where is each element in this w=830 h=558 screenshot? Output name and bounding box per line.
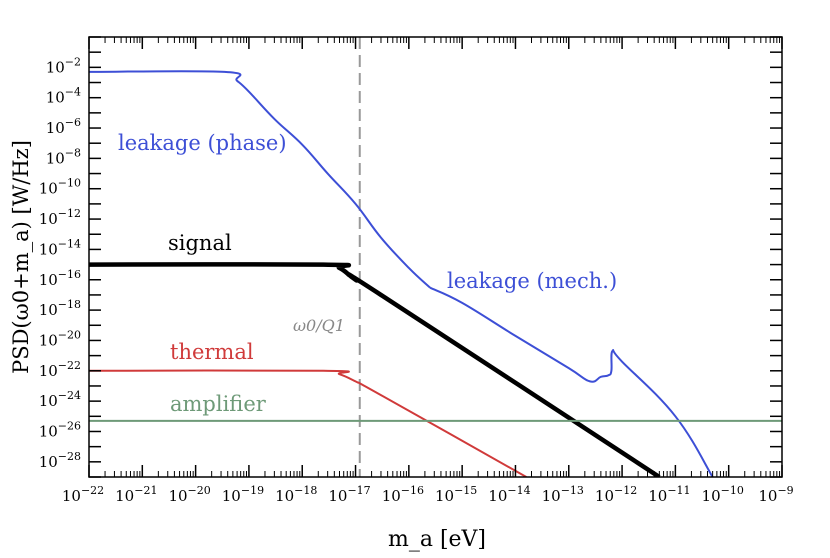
- x-tick-label: 10−19: [222, 484, 264, 505]
- annotation-leakage-mech: leakage (mech.): [447, 269, 617, 293]
- y-tick-label: 10−8: [46, 146, 81, 167]
- y-tick-label: 10−6: [46, 116, 81, 137]
- y-tick-label: 10−18: [39, 298, 81, 319]
- series-leakage-mech: [429, 286, 714, 477]
- x-tick-label: 10−17: [328, 484, 370, 505]
- x-tick-label: 10−12: [595, 484, 637, 505]
- y-tick-label: 10−28: [39, 450, 81, 471]
- plot-frame: [88, 36, 783, 478]
- x-tick-label: 10−18: [275, 484, 317, 505]
- y-tick-label: 10−24: [39, 389, 81, 410]
- y-tick-label: 10−2: [46, 55, 81, 76]
- x-tick-label: 10−14: [488, 484, 530, 505]
- y-tick-label: 10−22: [39, 359, 81, 380]
- x-tick-label: 10−9: [758, 484, 793, 505]
- annotation-signal: signal: [168, 231, 232, 255]
- x-tick-label: 10−20: [168, 484, 210, 505]
- x-tick-label: 10−16: [382, 484, 424, 505]
- annotation-thermal: thermal: [170, 340, 254, 364]
- x-tick-label: 10−10: [702, 484, 744, 505]
- x-tick-label: 10−21: [115, 484, 157, 505]
- y-tick-label: 10−4: [46, 86, 81, 107]
- x-tick-label: 10−15: [435, 484, 477, 505]
- y-tick-label: 10−14: [39, 237, 81, 258]
- y-tick-label: 10−16: [39, 268, 81, 289]
- vline-label: ω0/Q1: [293, 316, 345, 335]
- y-axis-label: PSD(ω0+m_a) [W/Hz]: [9, 140, 33, 374]
- x-tick-label: 10−13: [542, 484, 584, 505]
- x-tick-label: 10−22: [62, 484, 104, 505]
- annotation-amplifier: amplifier: [170, 392, 267, 416]
- series-thermal: [89, 369, 527, 477]
- y-tick-label: 10−12: [39, 207, 81, 228]
- y-tick-label: 10−26: [39, 419, 81, 440]
- y-tick-label: 10−10: [39, 177, 81, 198]
- annotation-leakage-phase: leakage (phase): [118, 131, 287, 155]
- y-tick-label: 10−20: [39, 328, 81, 349]
- series-signal: [89, 262, 661, 477]
- x-axis-label: m_a [eV]: [388, 527, 486, 552]
- x-tick-label: 10−11: [648, 484, 690, 505]
- series-leakage-phase: [89, 70, 431, 289]
